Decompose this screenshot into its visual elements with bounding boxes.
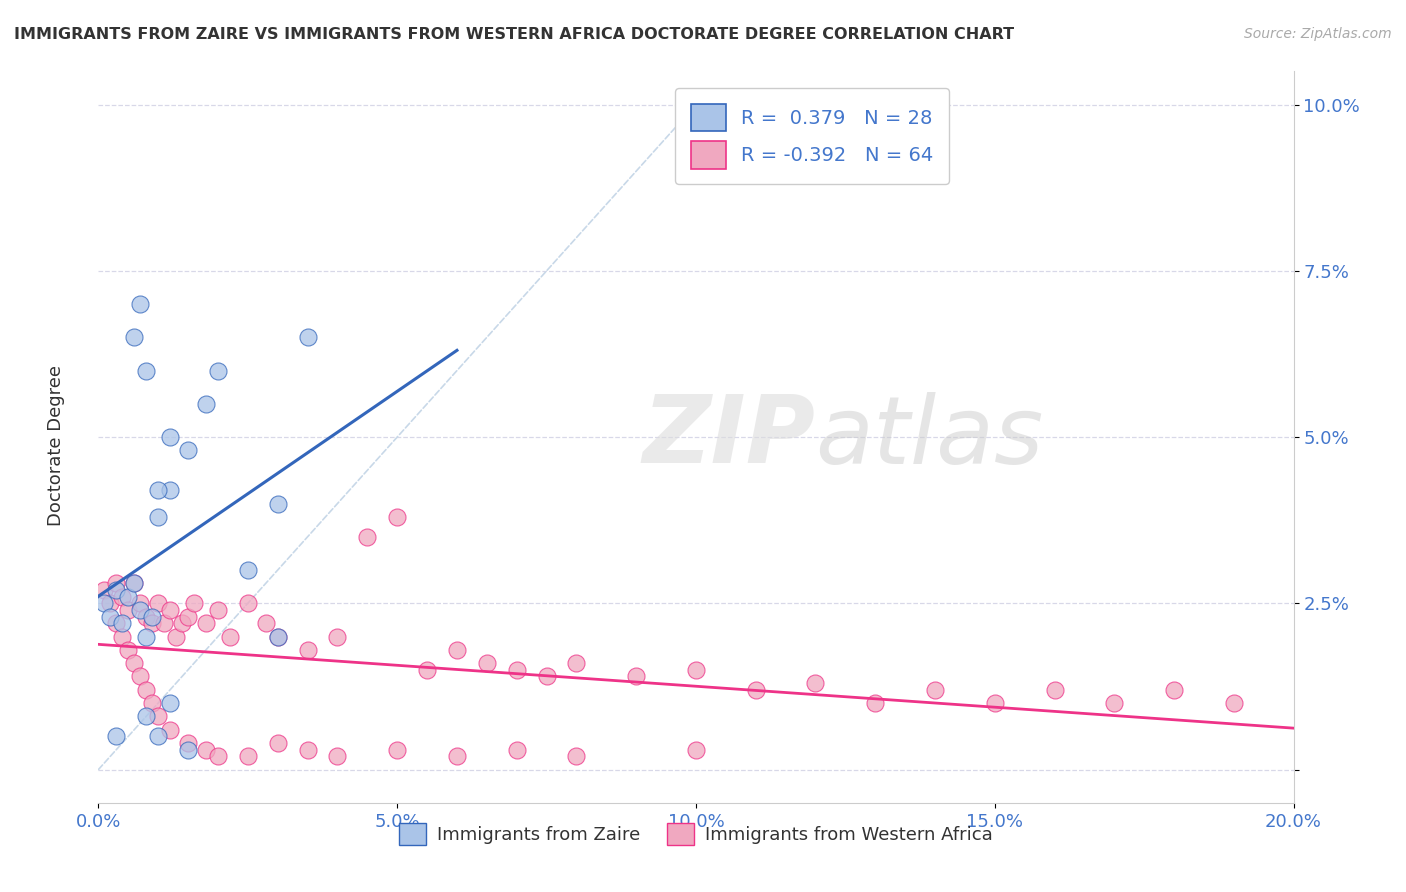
Point bbox=[148, 509, 170, 524]
Point bbox=[177, 443, 200, 458]
Point bbox=[141, 609, 163, 624]
Point bbox=[356, 530, 378, 544]
Point bbox=[135, 630, 157, 644]
Point bbox=[135, 682, 157, 697]
Point bbox=[385, 742, 409, 756]
Point bbox=[129, 596, 152, 610]
Point bbox=[254, 616, 277, 631]
Point bbox=[326, 749, 349, 764]
Point bbox=[111, 590, 134, 604]
Point bbox=[685, 663, 707, 677]
Point bbox=[1163, 682, 1185, 697]
Point bbox=[183, 596, 205, 610]
Point bbox=[565, 749, 588, 764]
Point bbox=[129, 669, 152, 683]
Point bbox=[111, 630, 134, 644]
Point bbox=[207, 749, 229, 764]
Point bbox=[236, 749, 259, 764]
Point bbox=[124, 656, 146, 670]
Point bbox=[105, 616, 128, 631]
Point bbox=[159, 430, 181, 444]
Point bbox=[236, 596, 259, 610]
Text: IMMIGRANTS FROM ZAIRE VS IMMIGRANTS FROM WESTERN AFRICA DOCTORATE DEGREE CORRELA: IMMIGRANTS FROM ZAIRE VS IMMIGRANTS FROM… bbox=[14, 27, 1014, 42]
Point bbox=[105, 729, 128, 743]
Point bbox=[159, 483, 181, 498]
Point bbox=[135, 363, 157, 377]
Point bbox=[626, 669, 648, 683]
Point bbox=[1223, 696, 1246, 710]
Text: atlas: atlas bbox=[815, 392, 1043, 483]
Point bbox=[236, 563, 259, 577]
Point bbox=[207, 603, 229, 617]
Point bbox=[207, 363, 229, 377]
Point bbox=[804, 676, 827, 690]
Point bbox=[148, 596, 170, 610]
Point bbox=[195, 397, 218, 411]
Point bbox=[297, 330, 319, 344]
Point bbox=[117, 590, 139, 604]
Point bbox=[98, 596, 122, 610]
Point bbox=[297, 643, 319, 657]
Point bbox=[267, 736, 290, 750]
Point bbox=[297, 742, 319, 756]
Point bbox=[685, 742, 707, 756]
Point bbox=[129, 603, 152, 617]
Point bbox=[177, 609, 200, 624]
Point bbox=[267, 630, 290, 644]
Point bbox=[565, 656, 588, 670]
Point bbox=[159, 603, 181, 617]
Text: Doctorate Degree: Doctorate Degree bbox=[48, 366, 65, 526]
Point bbox=[267, 497, 290, 511]
Point bbox=[1043, 682, 1066, 697]
Point bbox=[267, 630, 290, 644]
Point bbox=[159, 696, 181, 710]
Point bbox=[124, 576, 146, 591]
Point bbox=[98, 609, 122, 624]
Point bbox=[172, 616, 194, 631]
Text: Source: ZipAtlas.com: Source: ZipAtlas.com bbox=[1244, 27, 1392, 41]
Point bbox=[865, 696, 887, 710]
Point bbox=[135, 709, 157, 723]
Point bbox=[93, 582, 115, 597]
Point bbox=[148, 483, 170, 498]
Point bbox=[177, 742, 200, 756]
Point bbox=[124, 576, 146, 591]
Point bbox=[148, 729, 170, 743]
Point bbox=[124, 330, 146, 344]
Point bbox=[153, 616, 176, 631]
Point bbox=[745, 682, 768, 697]
Point bbox=[984, 696, 1007, 710]
Point bbox=[159, 723, 181, 737]
Point bbox=[129, 297, 152, 311]
Point bbox=[111, 616, 134, 631]
Point bbox=[1104, 696, 1126, 710]
Point bbox=[446, 749, 468, 764]
Point bbox=[326, 630, 349, 644]
Point bbox=[165, 630, 187, 644]
Text: ZIP: ZIP bbox=[643, 391, 815, 483]
Legend: Immigrants from Zaire, Immigrants from Western Africa: Immigrants from Zaire, Immigrants from W… bbox=[392, 816, 1000, 852]
Point bbox=[117, 643, 139, 657]
Point bbox=[141, 616, 163, 631]
Point bbox=[148, 709, 170, 723]
Point bbox=[219, 630, 242, 644]
Point bbox=[506, 742, 529, 756]
Point bbox=[141, 696, 163, 710]
Point bbox=[475, 656, 498, 670]
Point bbox=[117, 603, 139, 617]
Point bbox=[105, 576, 128, 591]
Point bbox=[536, 669, 558, 683]
Point bbox=[93, 596, 115, 610]
Point bbox=[385, 509, 409, 524]
Point bbox=[177, 736, 200, 750]
Point bbox=[416, 663, 439, 677]
Point bbox=[195, 616, 218, 631]
Point bbox=[924, 682, 946, 697]
Point bbox=[506, 663, 529, 677]
Point bbox=[446, 643, 468, 657]
Point bbox=[195, 742, 218, 756]
Point bbox=[135, 609, 157, 624]
Point bbox=[105, 582, 128, 597]
